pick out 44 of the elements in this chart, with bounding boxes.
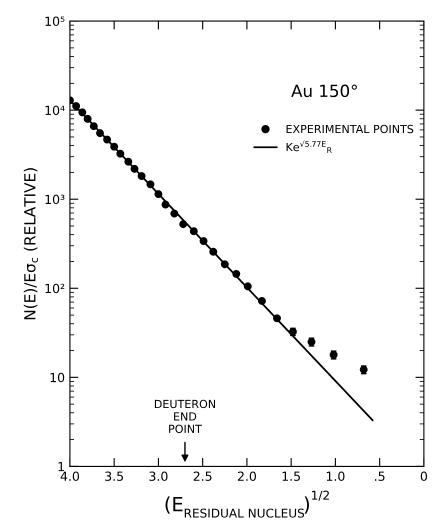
y-axis-title: N(E)/Eσ$_{c}$ (RELATIVE) xyxy=(24,168,38,320)
x-tick-label: 1.5 xyxy=(282,472,300,481)
x-tick-label: 2.5 xyxy=(194,471,212,481)
point xyxy=(190,227,198,236)
x-tick-label: 2.0 xyxy=(238,471,256,481)
y-tick-label: 10⁵ xyxy=(46,16,64,26)
point xyxy=(154,190,162,198)
point xyxy=(138,172,146,180)
point xyxy=(220,260,229,268)
point xyxy=(124,158,132,166)
point xyxy=(244,282,252,290)
annotation: DEUTERON END POINT xyxy=(154,400,216,434)
point xyxy=(170,210,178,218)
point xyxy=(209,248,218,256)
point xyxy=(116,150,124,158)
point xyxy=(96,129,104,138)
text: Au 150° xyxy=(291,84,357,98)
point xyxy=(84,114,92,123)
y-tick-label: 10³ xyxy=(46,194,64,204)
point xyxy=(179,220,188,228)
x-tick-label: 1.0 xyxy=(326,471,345,481)
x-tick-label: 0 xyxy=(420,471,428,481)
point xyxy=(200,237,208,245)
y-tick-label: 1 xyxy=(58,462,64,472)
point xyxy=(232,270,240,278)
point xyxy=(90,122,98,130)
y-tick-label: 10⁴ xyxy=(46,106,65,116)
point xyxy=(110,142,118,151)
point xyxy=(72,102,80,110)
point xyxy=(78,108,86,116)
point xyxy=(273,314,281,322)
x-tick-label: .5 xyxy=(375,472,385,481)
point xyxy=(258,297,266,305)
x-tick-label: 3.5 xyxy=(105,471,124,481)
x-tick-label: 4.0 xyxy=(60,471,80,481)
y-tick-label: 10 xyxy=(50,372,64,382)
point xyxy=(162,200,170,209)
legend-label: Ke$^{√5.77E}$$_{R}$ xyxy=(286,140,332,153)
point xyxy=(130,164,138,173)
x-tick-label: 3.0 xyxy=(149,471,168,481)
point xyxy=(146,180,154,188)
point xyxy=(103,136,112,144)
y-tick-label: 10² xyxy=(46,284,64,294)
legend-label: EXPERIMENTAL POINTS xyxy=(286,124,414,134)
